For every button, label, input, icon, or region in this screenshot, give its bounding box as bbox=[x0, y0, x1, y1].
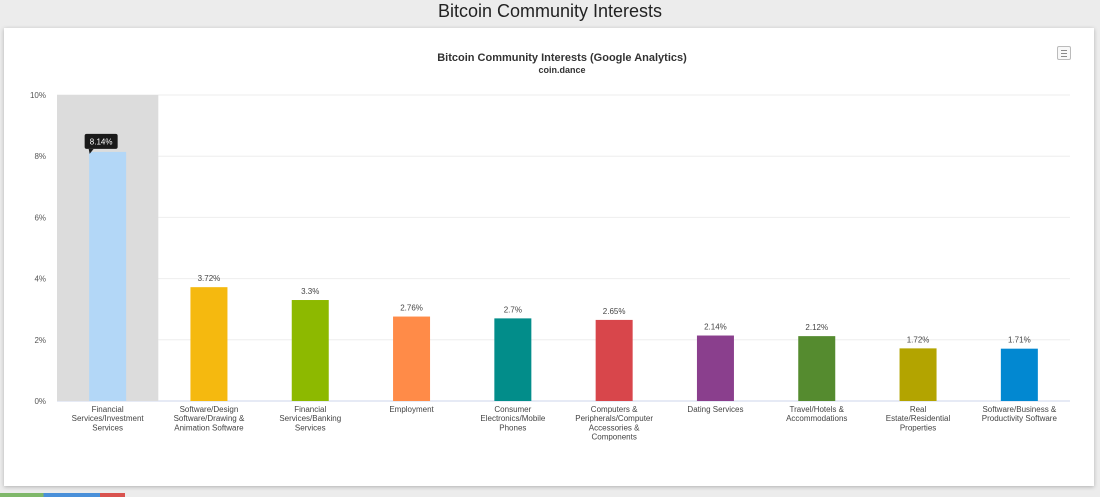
bar bbox=[494, 318, 532, 401]
bar-chart: Bitcoin Community Interests (Google Anal… bbox=[30, 52, 1070, 442]
bar bbox=[1000, 348, 1038, 401]
tooltip-text: 8.14% bbox=[90, 137, 113, 146]
x-tick-label: Real Estate/Residential Properties bbox=[886, 405, 951, 432]
x-tick-label: Employment bbox=[389, 405, 434, 414]
bar bbox=[291, 300, 329, 401]
y-axis-labels: 0% 2% 4% 6% 8% 10% bbox=[30, 91, 46, 406]
bar bbox=[899, 348, 937, 401]
page-title: Bitcoin Community Interests bbox=[437, 1, 663, 21]
data-labels: 3.72% 3.3% 2.76% 2.7% 2.65% 2.14% 2.12% 1.72% 1.… bbox=[198, 274, 1031, 345]
x-axis-labels: Financial Services/Investment Services Soft… bbox=[72, 405, 1058, 442]
tooltip: 8.14% bbox=[84, 133, 118, 154]
bar bbox=[89, 151, 127, 401]
bar bbox=[798, 336, 836, 401]
x-tick-label: Computers & Peripherals/Computer Accessori… bbox=[575, 405, 653, 442]
bar bbox=[696, 335, 734, 401]
chart-title: Bitcoin Community Interests (Google Anal… bbox=[437, 52, 687, 64]
chart-subtitle: coin.dance bbox=[538, 65, 585, 75]
x-tick-label: Software/Design Software/Drawing & Animati… bbox=[174, 405, 245, 432]
x-tick-label: Financial Services/Investment Services bbox=[72, 405, 145, 432]
bottom-strip bbox=[0, 493, 125, 497]
x-tick-label: Consumer Electronics/Mobile Phones bbox=[480, 405, 545, 432]
y-tick-label: 10% bbox=[30, 91, 46, 100]
bar bbox=[393, 316, 431, 401]
bar bbox=[190, 287, 228, 401]
bars bbox=[89, 151, 1038, 401]
y-tick-label: 4% bbox=[34, 275, 46, 284]
data-label: 2.12% bbox=[805, 323, 828, 332]
data-label: 3.3% bbox=[301, 287, 319, 296]
data-label: 2.7% bbox=[504, 305, 522, 314]
chart-panel: Bitcoin Community Interests (Google Anal… bbox=[4, 28, 1094, 486]
chart-menu-button[interactable] bbox=[1057, 46, 1071, 60]
y-tick-label: 6% bbox=[34, 213, 46, 222]
data-label: 2.65% bbox=[603, 307, 626, 316]
data-label: 1.72% bbox=[907, 335, 930, 344]
data-label: 2.14% bbox=[704, 323, 727, 332]
x-tick-label: Dating Services bbox=[687, 405, 743, 414]
x-tick-label: Software/Business & Productivity Software bbox=[982, 405, 1058, 423]
x-tick-label: Financial Services/Banking Services bbox=[279, 405, 341, 432]
y-tick-label: 2% bbox=[34, 336, 46, 345]
tooltip-box bbox=[84, 133, 118, 149]
data-label: 2.76% bbox=[400, 304, 423, 313]
data-label: 3.72% bbox=[198, 274, 221, 283]
bar bbox=[595, 319, 633, 401]
data-label: 1.71% bbox=[1008, 336, 1031, 345]
y-tick-label: 8% bbox=[34, 152, 46, 161]
y-tick-label: 0% bbox=[34, 397, 46, 406]
x-tick-label: Travel/Hotels & Accommodations bbox=[786, 405, 847, 423]
tooltip-pointer bbox=[88, 148, 94, 154]
